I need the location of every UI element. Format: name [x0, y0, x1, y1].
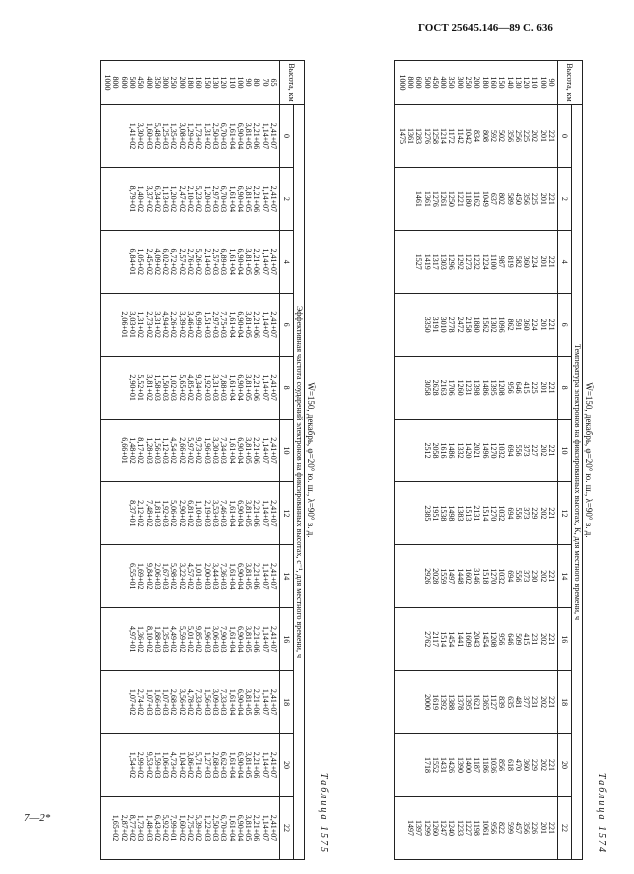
value-cell: 2,41+07 1,14+07 2,21+06 3,81+05 6,90+04 … — [100, 104, 280, 168]
heights-cell: 65 70 80 90 100 110 120 130 150 160 180 … — [100, 60, 280, 105]
column-header: 20 — [557, 733, 572, 797]
value-cell: 221 201 202 225 256 356 502 592 808 834 … — [394, 104, 558, 168]
value-cell: 2,41+07 1,14+07 2,21+06 3,81+05 6,90+04 … — [100, 733, 280, 797]
column-header: 16 — [279, 607, 294, 671]
table-row: 90 100 110 120 130 140 150 160 180 200 2… — [394, 60, 558, 860]
value-cell: 221 201 226 356 457 599 822 956 1061 119… — [394, 796, 558, 860]
value-cell: 2,41+07 1,14+07 2,21+06 3,81+05 6,90+04 … — [100, 230, 280, 294]
value-cell: 2,41+07 1,14+07 2,21+06 3,81+05 6,90+04 … — [100, 481, 280, 545]
table-caption: Таблица 1575 — [318, 773, 329, 854]
value-cell: 2,41+07 1,14+07 2,21+06 3,81+05 6,90+04 … — [100, 167, 280, 231]
column-header: 14 — [279, 544, 294, 608]
column-header: 10 — [557, 419, 572, 482]
value-cell: 221 202 229 360 470 618 856 1036 1186 11… — [394, 733, 558, 797]
column-header: 16 — [557, 607, 572, 671]
column-header: 12 — [557, 481, 572, 545]
column-header: 12 — [279, 481, 294, 545]
column-header: 0 — [557, 104, 572, 168]
page-footer: 7—2* — [24, 812, 51, 824]
column-header: 14 — [557, 544, 572, 608]
value-cell: 2,41+07 1,14+07 2,21+06 3,81+05 6,90+04 … — [100, 419, 280, 482]
page-header: ГОСТ 25645.146—89 С. 636 — [418, 22, 553, 34]
span-header: Эффективная частота соударений электроно… — [293, 104, 305, 860]
column-header: 10 — [279, 419, 294, 482]
value-cell: 2,41+07 1,14+07 2,21+06 3,81+05 6,90+04 … — [100, 293, 280, 357]
table-row: 65 70 80 90 100 110 120 130 150 160 180 … — [100, 60, 280, 860]
value-cell: 2,41+07 1,14+07 2,21+06 3,81+05 6,90+04 … — [100, 670, 280, 734]
value-cell: 2,41+07 1,14+07 2,21+06 3,81+05 6,90+04 … — [100, 544, 280, 608]
value-cell: 2,41+07 1,14+07 2,21+06 3,81+05 6,90+04 … — [100, 356, 280, 420]
column-header: 6 — [279, 293, 294, 357]
table-subtitle: W̄=150, декабрь, φ=20° ю. ш., λ=90° з. д… — [306, 382, 316, 538]
column-header: 8 — [279, 356, 294, 420]
column-header: 18 — [279, 670, 294, 734]
span-header: Температура электронов на фиксированных … — [571, 104, 583, 860]
value-cell: 2,41+07 1,14+07 2,21+06 3,81+05 6,90+04 … — [100, 796, 280, 860]
value-cell: 221 202 230 373 556 694 1032 1270 1518 3… — [394, 544, 558, 608]
column-header: 20 — [279, 733, 294, 797]
column-header: 22 — [279, 796, 294, 860]
value-cell: 221 202 227 373 556 694 1032 1270 1496 2… — [394, 419, 558, 482]
value-cell: 221 201 224 360 582 819 987 1100 1224 12… — [394, 230, 558, 294]
value-cell: 221 201 225 415 646 956 1208 1395 1486 1… — [394, 356, 558, 420]
value-cell: 221 202 231 415 509 646 956 1208 1454 20… — [394, 607, 558, 671]
value-cell: 221 202 229 373 556 694 1032 1270 1514 2… — [394, 481, 558, 545]
table-subtitle: W̄=150, декабрь, φ=20° ю. ш., λ=90° з. д… — [584, 382, 594, 538]
column-header: 6 — [557, 293, 572, 357]
value-cell: 221 201 224 360 591 862 1096 1302 1562 1… — [394, 293, 558, 357]
column-header: 2 — [557, 167, 572, 231]
heights-cell: 90 100 110 120 130 140 150 160 180 200 2… — [394, 60, 558, 105]
column-header: 18 — [557, 670, 572, 734]
data-table: Высота, км Эффективная частота соударений… — [100, 60, 305, 860]
rotated-tables: Таблица 1574 W̄=150, декабрь, φ=20° ю. ш… — [38, 60, 608, 860]
table-1575-section: Таблица 1575 W̄=150, декабрь, φ=20° ю. ш… — [100, 60, 330, 860]
value-cell: 221 201 225 356 450 589 802 637 1049 116… — [394, 167, 558, 231]
column-header: 4 — [557, 230, 572, 294]
column-header: 8 — [557, 356, 572, 420]
value-cell: 2,41+07 1,14+07 2,21+06 3,81+05 6,90+04 … — [100, 607, 280, 671]
value-cell: 221 202 231 377 481 635 839 1127 1365 16… — [394, 670, 558, 734]
row-header: Высота, км — [279, 60, 305, 105]
data-table: Высота, км Температура электронов на фикс… — [394, 60, 583, 860]
row-header: Высота, км — [557, 60, 583, 105]
column-header: 2 — [279, 167, 294, 231]
column-header: 22 — [557, 796, 572, 860]
column-header: 4 — [279, 230, 294, 294]
table-1574-section: Таблица 1574 W̄=150, декабрь, φ=20° ю. ш… — [330, 60, 608, 860]
column-header: 0 — [279, 104, 294, 168]
table-caption: Таблица 1574 — [596, 773, 607, 854]
